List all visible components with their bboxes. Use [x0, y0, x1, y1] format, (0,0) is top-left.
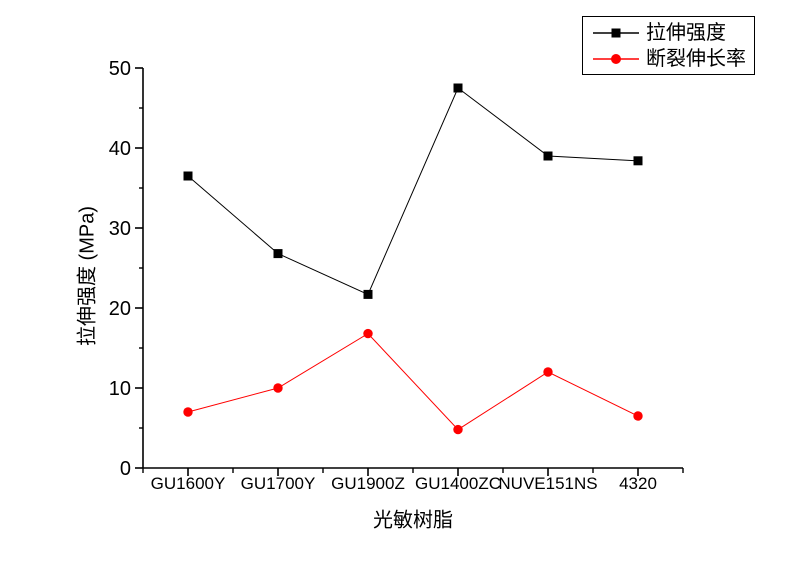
data-point-marker	[183, 171, 193, 181]
data-point-marker	[183, 407, 193, 417]
y-tick-label: 10	[109, 378, 131, 400]
data-point-marker	[273, 249, 283, 259]
x-tick-label: GU1400ZC	[415, 474, 501, 493]
data-point-marker	[273, 383, 283, 393]
legend-line-circle-icon	[593, 53, 639, 64]
x-tick-label: GU1700Y	[241, 474, 316, 493]
legend-label: 断裂伸长率	[646, 47, 746, 70]
series-line-0	[187, 87, 639, 296]
y-tick-label: 50	[109, 58, 131, 80]
x-tick-label: 4320	[619, 474, 657, 493]
data-point-marker	[363, 328, 373, 339]
y-axis-title: 拉伸强度 (MPa)	[76, 206, 99, 346]
x-axis-title: 光敏树脂	[373, 509, 453, 532]
x-tick-label: GU1900Z	[331, 474, 405, 493]
legend-line-square-icon	[593, 28, 639, 37]
y-tick-label: 20	[109, 298, 131, 320]
data-point-marker	[543, 367, 553, 377]
data-point-marker	[453, 424, 463, 435]
data-point-marker	[633, 156, 643, 166]
legend: 拉伸强度 断裂伸长率	[582, 16, 755, 75]
legend-label: 拉伸强度	[646, 21, 726, 44]
legend-item-tensile-strength: 拉伸强度	[593, 20, 754, 46]
y-tick-label: 0	[120, 458, 131, 480]
data-point-marker	[633, 411, 643, 421]
y-tick-label: 40	[109, 138, 131, 160]
data-point-marker	[363, 289, 373, 299]
x-tick-label: NUVE151NS	[498, 474, 597, 493]
series-line-1	[187, 332, 639, 431]
legend-item-elongation-at-break: 断裂伸长率	[593, 46, 754, 72]
data-point-marker	[453, 83, 463, 93]
x-tick-label: GU1600Y	[151, 474, 226, 493]
y-tick-label: 30	[109, 218, 131, 240]
data-point-marker	[543, 151, 553, 161]
